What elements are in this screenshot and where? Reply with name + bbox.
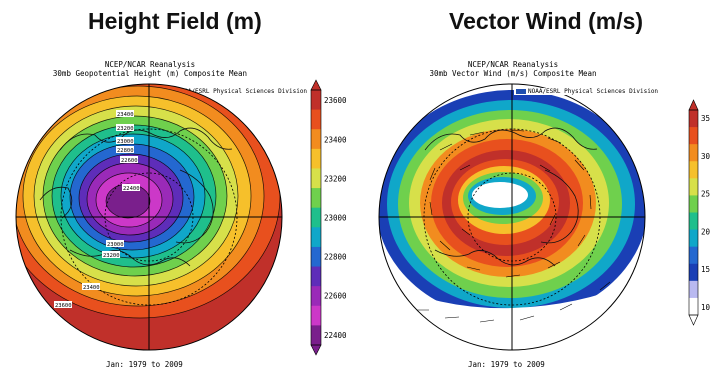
colorbar-segment (689, 127, 698, 145)
left-header-line2: 30mb Geopotential Height (m) Composite M… (52, 69, 248, 78)
right-header-line1: NCEP/NCAR Reanalysis (467, 60, 559, 69)
colorbar-segment (311, 286, 321, 307)
contour-label: 23200 (103, 253, 120, 259)
left-panel-title: Height Field (m) (88, 8, 262, 34)
colorbar-tick-label: 30 (701, 152, 711, 161)
colorbar-outline (310, 89, 322, 346)
colorbar-bottom-arrow (688, 314, 699, 326)
colorbar-segment (689, 212, 698, 231)
colorbar-segment (311, 305, 321, 326)
colorbar-segment (689, 297, 698, 316)
colorbar-segment (689, 144, 698, 162)
wind-colorbar: 35 30 25 20 15 10 (688, 99, 711, 326)
vector-wind-fill (379, 84, 645, 350)
colorbar-tick-label: 22600 (324, 292, 347, 301)
colorbar-segment (311, 129, 321, 150)
left-footer: Jan: 1979 to 2009 (106, 360, 183, 369)
right-header-line2: 30mb Vector Wind (m/s) Composite Mean (429, 69, 597, 78)
right-credit-text: NOAA/ESRL Physical Sciences Division (528, 88, 659, 95)
noaa-logo-icon (516, 89, 526, 94)
colorbar-segment (311, 325, 321, 346)
colorbar-tick-label: 23000 (324, 214, 347, 223)
colorbar-tick-label: 23200 (324, 174, 347, 183)
colorbar-top-arrow (688, 99, 699, 111)
colorbar-bottom-arrow (310, 344, 322, 356)
contour-labels: 23400 23200 23000 22600 22800 22400 2300… (54, 110, 140, 309)
colorbar-segment (311, 168, 321, 189)
contour-label: 23400 (117, 112, 134, 118)
height-field-fill (16, 84, 282, 350)
colorbar-tick-label: 22800 (324, 253, 347, 262)
left-header-line1: NCEP/NCAR Reanalysis (104, 60, 196, 69)
colorbar-segment (689, 246, 698, 265)
colorbar-segment (311, 90, 321, 111)
colorbar-outline (688, 109, 699, 316)
colorbar-segment (311, 148, 321, 169)
colorbar-tick-label: 15 (701, 265, 710, 274)
contour-label: 22800 (117, 148, 134, 154)
contour-label: 22600 (121, 158, 138, 164)
contour-label: 23000 (107, 242, 124, 248)
left-map-header: NCEP/NCAR Reanalysis 30mb Geopotential H… (35, 60, 265, 78)
colorbar-tick-label: 23600 (324, 96, 347, 105)
contour-label: 22400 (123, 186, 140, 192)
right-map-header: NCEP/NCAR Reanalysis 30mb Vector Wind (m… (398, 60, 628, 78)
colorbar-segment (689, 195, 698, 213)
colorbar-segment (311, 266, 321, 287)
colorbar-segment (689, 229, 698, 248)
colorbar-tick-label: 20 (701, 227, 711, 236)
left-credit-text: NOAA/ESRL Physical Sciences Division (177, 88, 308, 95)
colorbar-segment (689, 263, 698, 282)
contour-label: 23200 (117, 126, 134, 132)
colorbar-tick-label: 25 (701, 190, 710, 199)
colorbar-segment (311, 246, 321, 268)
colorbar-tick-label: 10 (701, 303, 711, 312)
colorbar-tick-label: 23400 (324, 135, 347, 144)
colorbar-tick-label: 35 (701, 114, 710, 123)
colorbar-tick-label: 22400 (324, 331, 347, 340)
right-footer: Jan: 1979 to 2009 (468, 360, 545, 369)
contour-label: 23000 (117, 139, 134, 145)
colorbar-segment (689, 161, 698, 179)
right-panel-title: Vector Wind (m/s) (449, 8, 644, 34)
colorbar-segment (311, 207, 321, 228)
colorbar-segment (311, 188, 321, 209)
colorbar-segment (311, 227, 321, 248)
colorbar-segment (689, 110, 698, 128)
colorbar-segment (311, 109, 321, 130)
contour-label: 23600 (55, 303, 72, 309)
contour-label: 23400 (83, 285, 100, 291)
colorbar-segment (689, 280, 698, 299)
right-credit-box: NOAA/ESRL Physical Sciences Division (514, 88, 661, 95)
colorbar-segment (689, 178, 698, 196)
height-colorbar: 23600 23400 23200 23000 22800 22600 22400 (310, 79, 347, 356)
colorbar-top-arrow (310, 79, 322, 91)
